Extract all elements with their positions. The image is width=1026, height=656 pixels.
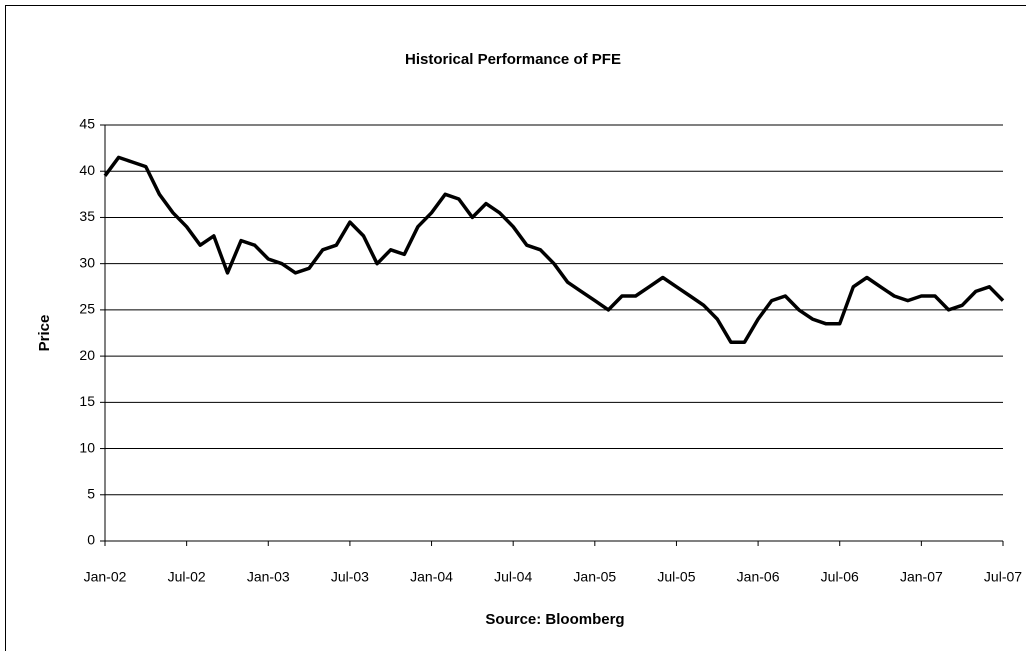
x-tick-label: Jan-03 xyxy=(247,569,290,585)
x-tick-label: Jan-06 xyxy=(737,569,780,585)
x-tick-label: Jan-04 xyxy=(410,569,453,585)
x-tick-label: Jan-05 xyxy=(573,569,616,585)
y-axis-title: Price xyxy=(36,315,53,352)
x-tick-label: Jan-02 xyxy=(84,569,127,585)
x-axis-title: Source: Bloomberg xyxy=(485,611,624,628)
x-tick-label: Jul-05 xyxy=(657,569,695,585)
y-tick-label: 10 xyxy=(79,439,95,455)
chart-border xyxy=(6,6,1026,652)
y-tick-label: 25 xyxy=(79,301,95,317)
x-tick-label: Jul-02 xyxy=(168,569,206,585)
y-tick-label: 45 xyxy=(79,116,95,132)
y-tick-label: 40 xyxy=(79,162,95,178)
x-tick-label: Jul-06 xyxy=(821,569,859,585)
x-tick-label: Jul-04 xyxy=(494,569,532,585)
y-tick-label: 30 xyxy=(79,254,95,270)
y-tick-label: 20 xyxy=(79,347,95,363)
x-tick-label: Jan-07 xyxy=(900,569,943,585)
y-tick-label: 15 xyxy=(79,393,95,409)
y-tick-label: 0 xyxy=(87,532,95,548)
y-tick-label: 5 xyxy=(87,485,95,501)
x-tick-label: Jul-07 xyxy=(984,569,1022,585)
chart-title: Historical Performance of PFE xyxy=(405,51,621,68)
y-tick-label: 35 xyxy=(79,208,95,224)
x-tick-label: Jul-03 xyxy=(331,569,369,585)
